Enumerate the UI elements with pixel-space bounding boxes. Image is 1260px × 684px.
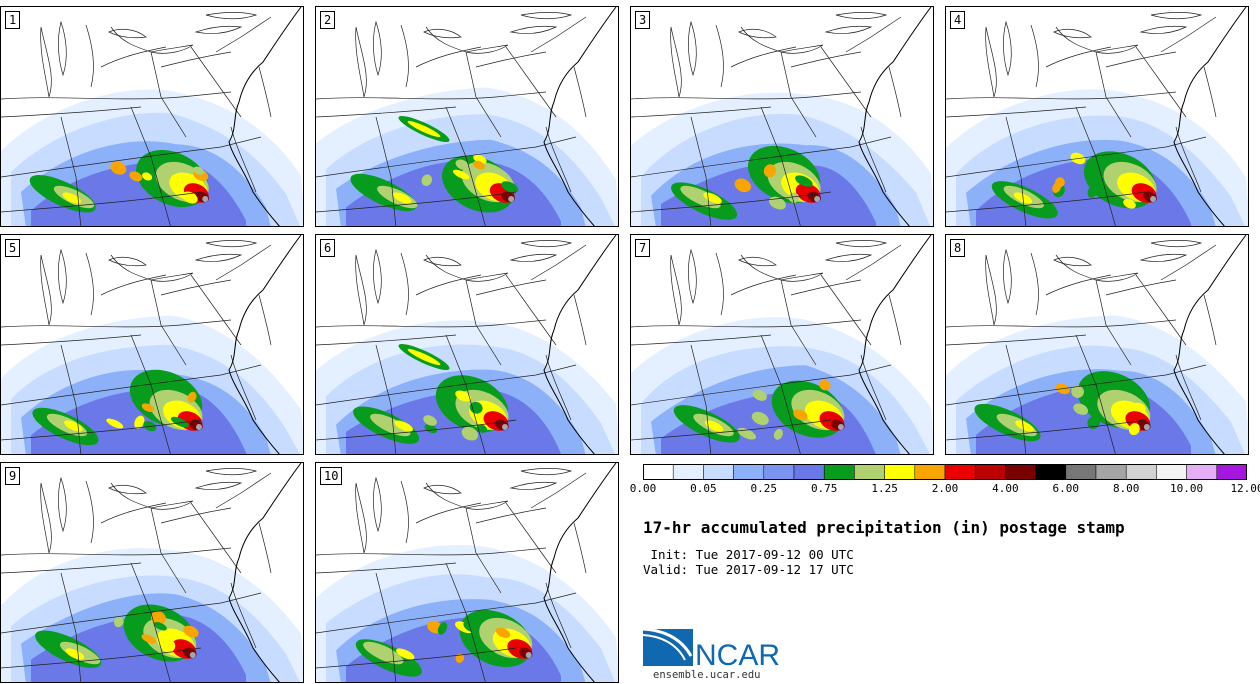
colorbar-swatch <box>703 464 734 480</box>
colorbar-swatch <box>763 464 795 480</box>
panel-label: 2 <box>320 11 336 29</box>
colorbar-swatch <box>1095 464 1127 480</box>
ensemble-member-panel: 10 <box>315 462 619 683</box>
panel-label: 5 <box>5 239 21 257</box>
colorbar-swatch <box>884 464 916 480</box>
panel-label: 1 <box>5 11 21 29</box>
precip-map <box>1 463 303 682</box>
colorbar-swatch <box>974 464 1006 480</box>
precip-map <box>1 7 303 226</box>
panel-label: 4 <box>950 11 966 29</box>
ensemble-member-panel: 1 <box>0 6 304 227</box>
ensemble-member-panel: 3 <box>630 6 934 227</box>
ensemble-member-panel: 8 <box>945 234 1249 455</box>
precip-map <box>316 7 618 226</box>
init-time: Init: Tue 2017-09-12 00 UTC <box>643 547 854 562</box>
colorbar-swatch <box>1005 464 1036 480</box>
precip-map <box>1 235 303 454</box>
ensemble-member-panel: 4 <box>945 6 1249 227</box>
colorbar-swatch <box>1216 464 1247 480</box>
chart-title: 17-hr accumulated precipitation (in) pos… <box>643 518 1125 537</box>
colorbar-tick-label: 6.00 <box>1052 482 1080 495</box>
colorbar-tick-label: 4.00 <box>992 482 1019 495</box>
precipitation-colorbar <box>643 464 1247 480</box>
ensemble-member-panel: 5 <box>0 234 304 455</box>
colorbar-swatch <box>643 464 674 480</box>
ensemble-member-panel: 2 <box>315 6 619 227</box>
colorbar-tick-label: 10.00 <box>1170 482 1204 495</box>
colorbar-swatch <box>1125 464 1157 480</box>
colorbar-swatch <box>944 464 976 480</box>
precip-map <box>631 7 933 226</box>
colorbar-tick-label: 0.00 <box>629 482 657 495</box>
precip-map <box>631 235 933 454</box>
panel-label: 8 <box>950 239 966 257</box>
colorbar-tick-label: 2.00 <box>931 482 959 495</box>
colorbar-swatch <box>1065 464 1097 480</box>
colorbar-swatch <box>854 464 885 480</box>
colorbar-tick-label: 0.05 <box>690 482 717 495</box>
colorbar-swatch <box>672 464 704 480</box>
ncar-logo: NCAR <box>643 627 780 670</box>
panel-label: 10 <box>320 467 343 485</box>
colorbar-tick-label: 0.75 <box>810 482 838 495</box>
ensemble-member-panel: 9 <box>0 462 304 683</box>
ensemble-member-panel: 7 <box>630 234 934 455</box>
colorbar-swatch <box>914 464 946 480</box>
precip-map <box>946 235 1248 454</box>
panel-label: 6 <box>320 239 336 257</box>
colorbar-swatch <box>1156 464 1187 480</box>
panel-label: 9 <box>5 467 21 485</box>
colorbar-swatch <box>823 464 855 480</box>
colorbar-swatch <box>1186 464 1218 480</box>
precip-map <box>316 235 618 454</box>
colorbar-tick-label: 0.25 <box>750 482 778 495</box>
precip-map <box>946 7 1248 226</box>
colorbar-swatch <box>733 464 765 480</box>
logo-url: ensemble.ucar.edu <box>653 669 761 681</box>
colorbar-tick-label: 1.25 <box>871 482 898 495</box>
panel-label: 3 <box>635 11 651 29</box>
svg-text:NCAR: NCAR <box>695 639 780 670</box>
valid-time: Valid: Tue 2017-09-12 17 UTC <box>643 562 854 577</box>
ensemble-member-panel: 6 <box>315 234 619 455</box>
colorbar-swatch <box>1035 464 1067 480</box>
colorbar-tick-label: 12.00 <box>1230 482 1260 495</box>
panel-label: 7 <box>635 239 651 257</box>
colorbar-swatch <box>793 464 825 480</box>
precip-map <box>316 463 618 682</box>
colorbar-tick-label: 8.00 <box>1112 482 1140 495</box>
